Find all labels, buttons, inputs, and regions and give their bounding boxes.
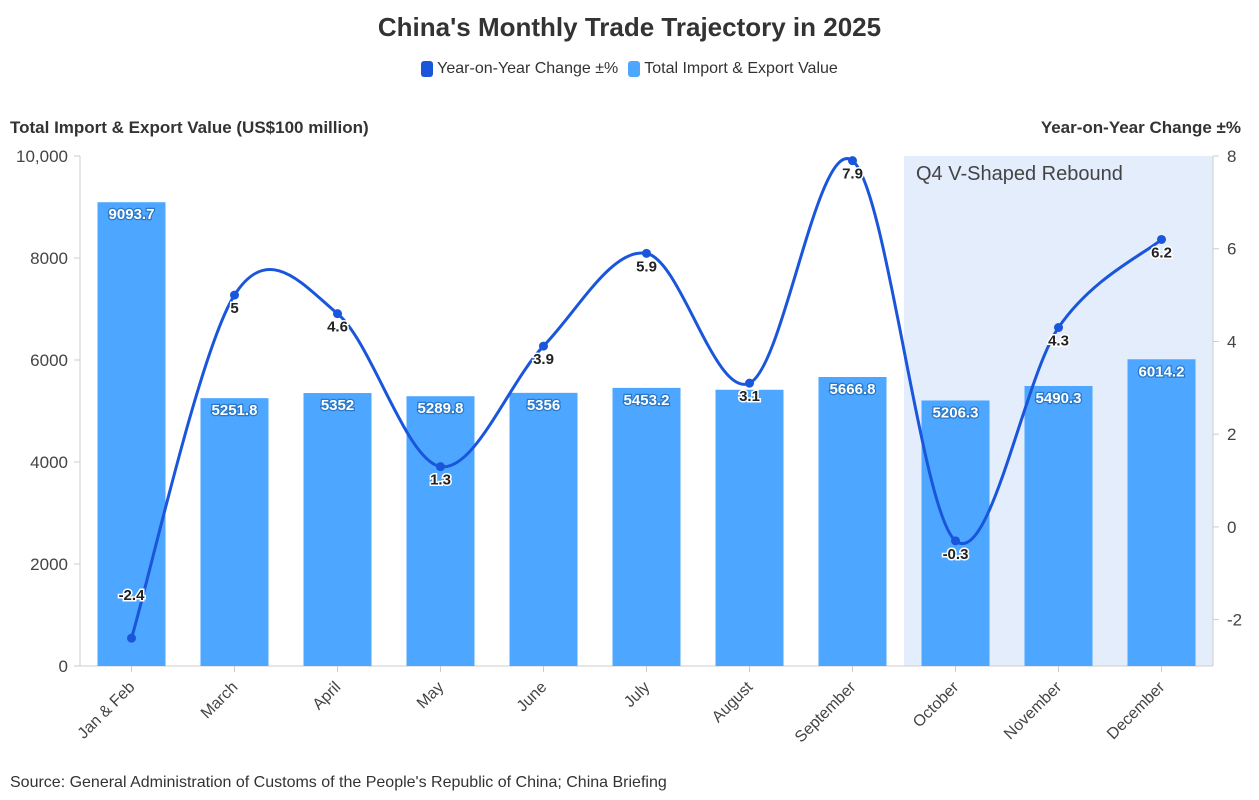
bar-value-label: 5666.8 — [830, 381, 876, 398]
x-tick-label: October — [910, 678, 963, 731]
bar — [1127, 359, 1196, 666]
legend-line-swatch-icon — [421, 61, 434, 77]
legend-bar-label: Total Import & Export Value — [644, 60, 838, 77]
bar — [97, 202, 166, 666]
y-tick-label: 0 — [59, 657, 68, 676]
bar — [818, 376, 887, 666]
y2-tick-label: 0 — [1227, 518, 1236, 537]
y-tick-label: 2000 — [30, 555, 68, 574]
x-tick-label: July — [621, 679, 653, 711]
legend-item-line[interactable]: Year-on-Year Change ±% — [421, 60, 618, 78]
y2-tick-label: 8 — [1227, 147, 1236, 166]
yoy-point — [127, 633, 136, 643]
y-tick-label: 10,000 — [16, 147, 68, 166]
bar-value-label: 6014.2 — [1139, 363, 1185, 380]
legend-bar-swatch-icon — [628, 61, 641, 77]
bar-value-label: 5206.3 — [933, 404, 979, 421]
bar — [921, 400, 990, 666]
y2-tick-label: 6 — [1227, 240, 1236, 259]
yoy-value-label: 3.1 — [739, 388, 760, 405]
yoy-value-label: 5.9 — [636, 258, 657, 275]
x-tick-label: April — [310, 679, 345, 714]
bar-value-label: 5289.8 — [418, 400, 464, 417]
yoy-value-label: 1.3 — [430, 472, 451, 489]
yoy-point — [848, 156, 857, 166]
bar — [200, 398, 269, 666]
yoy-point — [642, 248, 651, 258]
bar — [303, 393, 372, 666]
x-tick-label: November — [1001, 678, 1066, 743]
yoy-point — [1054, 323, 1063, 333]
yoy-value-label: 5 — [230, 300, 238, 317]
yoy-line — [130, 157, 1163, 639]
bar-value-label: 5490.3 — [1036, 390, 1082, 407]
y-tick-label: 8000 — [30, 249, 68, 268]
bar-value-label: 5251.8 — [212, 402, 258, 419]
y2-tick-label: 2 — [1227, 425, 1236, 444]
x-tick-label: June — [514, 679, 551, 716]
yoy-point — [745, 378, 754, 388]
y2-axis-title: Year-on-Year Change ±% — [1040, 118, 1241, 137]
bar — [406, 396, 475, 666]
bar-value-label: 5352 — [321, 397, 354, 414]
yoy-point — [539, 341, 548, 351]
x-tick-label: March — [198, 679, 241, 722]
source-note: Source: General Administration of Custom… — [10, 774, 667, 791]
x-tick-label: August — [709, 678, 757, 726]
yoy-value-label: 3.9 — [533, 351, 554, 368]
yoy-value-label: 7.9 — [842, 166, 863, 183]
x-tick-label: May — [414, 679, 447, 712]
legend-item-bar[interactable]: Total Import & Export Value — [628, 60, 838, 78]
y-tick-label: 4000 — [30, 453, 68, 472]
y2-tick-label: -2 — [1227, 611, 1242, 630]
yoy-point — [951, 536, 960, 546]
legend-line-label: Year-on-Year Change ±% — [437, 60, 619, 77]
bar-value-label: 5356 — [527, 397, 560, 414]
legend: Year-on-Year Change ±% Total Import & Ex… — [0, 60, 1259, 78]
y-tick-label: 6000 — [30, 351, 68, 370]
yoy-value-label: 4.6 — [327, 319, 348, 336]
yoy-point — [230, 290, 239, 300]
bar — [612, 387, 681, 666]
bar-value-label: 5453.2 — [624, 392, 670, 409]
x-tick-label: Jan & Feb — [75, 679, 139, 743]
x-tick-label: December — [1104, 678, 1169, 743]
y-axis-title: Total Import & Export Value (US$100 mill… — [10, 118, 369, 137]
yoy-value-label: -0.3 — [943, 546, 969, 563]
yoy-point — [1157, 234, 1166, 244]
chart-title: China's Monthly Trade Trajectory in 2025 — [377, 12, 882, 42]
annotation-label: Q4 V-Shaped Rebound — [916, 163, 1123, 185]
bar — [1024, 385, 1093, 666]
yoy-value-label: 4.3 — [1048, 333, 1069, 350]
bar-value-label: 9093.7 — [109, 206, 155, 223]
yoy-value-label: 6.2 — [1151, 244, 1172, 261]
y2-tick-label: 4 — [1227, 332, 1236, 351]
yoy-value-label: -2.4 — [119, 587, 146, 604]
bar — [715, 389, 784, 666]
yoy-point — [436, 462, 445, 472]
bar — [509, 392, 578, 666]
yoy-point — [333, 309, 342, 319]
x-tick-label: September — [792, 678, 860, 746]
